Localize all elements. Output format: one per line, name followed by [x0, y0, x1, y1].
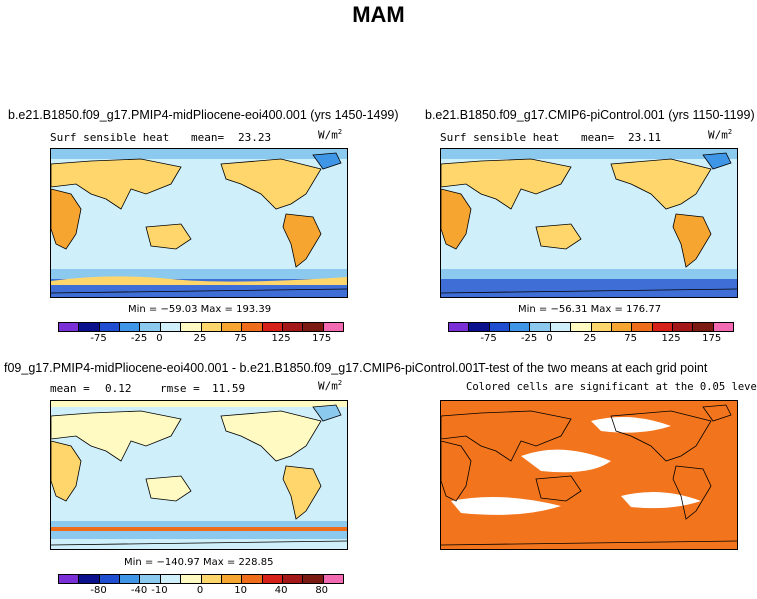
- panel3-tick-4: 10: [234, 585, 247, 596]
- colorbar-swatch: [160, 323, 182, 331]
- colorbar-swatch: [489, 323, 511, 331]
- panel1-tick-1: -25: [130, 333, 148, 344]
- colorbar-swatch: [571, 323, 592, 331]
- panel1-colorbar: [58, 322, 344, 332]
- colorbar-swatch: [99, 575, 121, 583]
- panel3-units: W/m2: [318, 379, 343, 393]
- colorbar-swatch: [120, 575, 141, 583]
- colorbar-swatch: [469, 323, 490, 331]
- colorbar-swatch: [221, 575, 243, 583]
- panel1-colorbar-ticks: -75 -25 0 25 75 125 175: [58, 333, 342, 347]
- panel4-title: T-test of the two means at each grid poi…: [478, 361, 708, 375]
- colorbar-swatch: [99, 323, 121, 331]
- colorbar-swatch: [262, 575, 283, 583]
- panel1-units: W/m2: [318, 128, 343, 142]
- colorbar-swatch: [303, 323, 324, 331]
- panel2-tick-1: -25: [520, 333, 538, 344]
- colorbar-swatch: [201, 575, 222, 583]
- panel1-tick-0: -75: [90, 333, 107, 344]
- colorbar-swatch: [242, 575, 263, 583]
- panel3-colorbar-ticks: -80 -40 -10 0 10 40 80: [58, 585, 342, 599]
- figure-title: MAM: [352, 2, 405, 27]
- colorbar-swatch: [160, 575, 182, 583]
- panel2-variable-label: Surf sensible heat: [440, 131, 560, 144]
- panel1-map: [50, 148, 348, 298]
- panel4-note: Colored cells are significant at the 0.0…: [466, 381, 757, 393]
- panel3-tick-6: 80: [315, 585, 329, 596]
- colorbar-swatch: [59, 575, 80, 583]
- colorbar-swatch: [79, 575, 100, 583]
- panel2-map: [440, 148, 738, 298]
- panel2-tick-5: 125: [661, 333, 681, 344]
- panel3-rmse-label: rmse =: [160, 382, 200, 395]
- colorbar-swatch: [79, 323, 100, 331]
- colorbar-swatch: [221, 323, 243, 331]
- colorbar-swatch: [262, 323, 283, 331]
- panel3-tick-2: -10: [151, 585, 168, 596]
- colorbar-swatch: [282, 323, 304, 331]
- colorbar-swatch: [323, 575, 344, 583]
- panel3-minmax: Min = −140.97 Max = 228.85: [124, 557, 274, 568]
- colorbar-swatch: [530, 323, 551, 331]
- panel1-tick-3: 25: [193, 333, 207, 344]
- colorbar-swatch: [140, 575, 161, 583]
- panel1-minmax: Min = −59.03 Max = 193.39: [128, 304, 272, 315]
- panel2-mean-value: 23.11: [628, 131, 662, 144]
- panel1-tick-5: 125: [271, 333, 291, 344]
- panel2-mean-label: mean=: [581, 131, 615, 144]
- panel3-rmse-value: 11.59: [212, 382, 246, 395]
- colorbar-swatch: [713, 323, 734, 331]
- colorbar-swatch: [181, 575, 202, 583]
- panel2-tick-3: 25: [583, 333, 597, 344]
- panel3-title: f09_g17.PMIP4-midPliocene-eoi400.001 - b…: [4, 361, 480, 375]
- panel1-mean-value: 23.23: [238, 131, 272, 144]
- panel2-minmax: Min = −56.31 Max = 176.77: [518, 304, 662, 315]
- colorbar-swatch: [591, 323, 612, 331]
- colorbar-swatch: [611, 323, 633, 331]
- panel1-mean-label: mean=: [191, 131, 225, 144]
- colorbar-swatch: [201, 323, 222, 331]
- panel3-map: [50, 400, 348, 550]
- colorbar-swatch: [550, 323, 572, 331]
- colorbar-swatch: [693, 323, 714, 331]
- panel1-tick-2: 0: [156, 333, 163, 344]
- panel3-tick-3: 0: [196, 585, 204, 596]
- panel3-tick-0: -80: [90, 585, 107, 596]
- panel4-map: [440, 400, 738, 550]
- panel3-colorbar: [58, 574, 344, 584]
- panel2-tick-0: -75: [480, 333, 497, 344]
- panel2-tick-2: 0: [546, 333, 553, 344]
- panel1-title: b.e21.B1850.f09_g17.PMIP4-midPliocene-eo…: [8, 108, 399, 122]
- panel1-variable-label: Surf sensible heat: [50, 131, 170, 144]
- panel2-colorbar: [448, 322, 734, 332]
- colorbar-swatch: [242, 323, 263, 331]
- colorbar-swatch: [303, 575, 324, 583]
- colorbar-swatch: [632, 323, 653, 331]
- colorbar-swatch: [282, 575, 304, 583]
- panel3-tick-1: -40: [130, 585, 148, 596]
- panel2-title: b.e21.B1850.f09_g17.CMIP6-piControl.001 …: [425, 108, 755, 122]
- colorbar-swatch: [449, 323, 470, 331]
- colorbar-swatch: [652, 323, 673, 331]
- colorbar-swatch: [510, 323, 531, 331]
- panel3-mean-label: mean =: [50, 382, 90, 395]
- panel3-tick-5: 40: [274, 585, 288, 596]
- panel1-tick-4: 75: [234, 333, 247, 344]
- colorbar-swatch: [120, 323, 141, 331]
- colorbar-swatch: [181, 323, 202, 331]
- panel1-tick-6: 175: [312, 333, 332, 344]
- panel2-tick-6: 175: [702, 333, 722, 344]
- panel2-tick-4: 75: [624, 333, 637, 344]
- panel2-colorbar-ticks: -75 -25 0 25 75 125 175: [448, 333, 732, 347]
- panel2-units: W/m2: [708, 128, 733, 142]
- colorbar-swatch: [323, 323, 344, 331]
- colorbar-swatch: [59, 323, 80, 331]
- panel3-mean-value: 0.12: [105, 382, 132, 395]
- colorbar-swatch: [672, 323, 694, 331]
- colorbar-swatch: [140, 323, 161, 331]
